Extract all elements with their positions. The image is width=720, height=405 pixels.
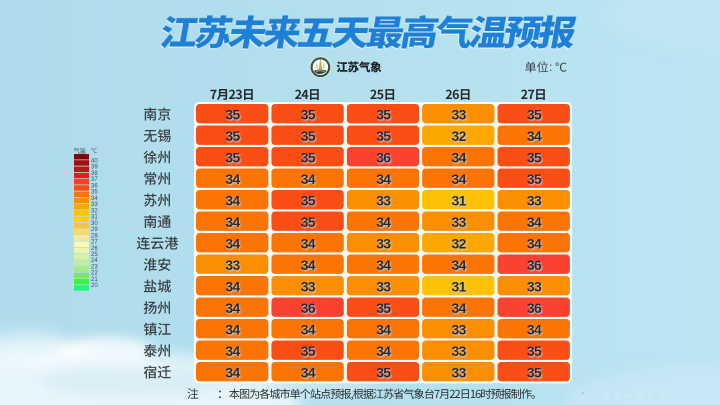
svg-text:35: 35 <box>376 128 391 144</box>
svg-text:32: 32 <box>452 235 467 251</box>
svg-text:35: 35 <box>527 171 542 187</box>
svg-text:34: 34 <box>225 321 240 337</box>
svg-text:34: 34 <box>91 196 98 202</box>
svg-text:34: 34 <box>225 192 240 208</box>
svg-text:35: 35 <box>527 343 542 359</box>
svg-text:32: 32 <box>91 208 98 214</box>
svg-text:29: 29 <box>91 227 98 233</box>
svg-text:33: 33 <box>301 278 316 294</box>
svg-text:33: 33 <box>452 214 467 230</box>
svg-text:35: 35 <box>376 300 391 316</box>
svg-text:22: 22 <box>91 271 98 277</box>
svg-text:35: 35 <box>376 364 391 380</box>
svg-text:30: 30 <box>91 221 98 227</box>
svg-text:33: 33 <box>527 192 542 208</box>
svg-text:34: 34 <box>225 171 240 187</box>
svg-text:31: 31 <box>452 278 467 294</box>
svg-text:26: 26 <box>91 246 98 252</box>
svg-text:34: 34 <box>225 364 240 380</box>
svg-text:34: 34 <box>452 171 467 187</box>
svg-text:34: 34 <box>376 214 391 230</box>
svg-text:40: 40 <box>91 158 98 164</box>
svg-text:34: 34 <box>225 235 240 251</box>
svg-text:34: 34 <box>527 235 542 251</box>
svg-text:33: 33 <box>376 192 391 208</box>
svg-text:34: 34 <box>376 343 391 359</box>
svg-text:34: 34 <box>301 171 316 187</box>
svg-text:35: 35 <box>225 128 240 144</box>
svg-text:21: 21 <box>91 277 98 283</box>
svg-text:34: 34 <box>376 321 391 337</box>
svg-text:36: 36 <box>301 300 316 316</box>
svg-text:34: 34 <box>225 214 240 230</box>
svg-text:33: 33 <box>225 257 240 273</box>
svg-text:33: 33 <box>376 235 391 251</box>
svg-text:28: 28 <box>91 233 98 239</box>
svg-text:36: 36 <box>527 300 542 316</box>
svg-text:33: 33 <box>452 343 467 359</box>
svg-text:39: 39 <box>91 165 98 171</box>
svg-text:34: 34 <box>376 171 391 187</box>
svg-text:37: 37 <box>91 177 98 183</box>
svg-text:38: 38 <box>91 171 98 177</box>
svg-text:25: 25 <box>91 252 98 258</box>
svg-text:35: 35 <box>225 149 240 165</box>
svg-text:34: 34 <box>225 300 240 316</box>
svg-text:33: 33 <box>527 278 542 294</box>
svg-text:31: 31 <box>452 192 467 208</box>
svg-text:33: 33 <box>452 321 467 337</box>
svg-text:35: 35 <box>301 106 316 122</box>
svg-text:24: 24 <box>91 258 98 264</box>
svg-text:35: 35 <box>301 128 316 144</box>
svg-text:36: 36 <box>527 257 542 273</box>
svg-text:36: 36 <box>91 183 98 189</box>
svg-text:34: 34 <box>527 321 542 337</box>
svg-text:35: 35 <box>527 106 542 122</box>
svg-text:35: 35 <box>91 190 98 196</box>
svg-text:34: 34 <box>452 149 467 165</box>
svg-text:33: 33 <box>376 278 391 294</box>
svg-text:34: 34 <box>452 300 467 316</box>
svg-text:35: 35 <box>301 343 316 359</box>
svg-text:34: 34 <box>527 214 542 230</box>
svg-text:34: 34 <box>452 257 467 273</box>
svg-text:34: 34 <box>225 278 240 294</box>
svg-text:35: 35 <box>527 149 542 165</box>
svg-text:33: 33 <box>452 106 467 122</box>
svg-text:34: 34 <box>301 364 316 380</box>
svg-text:36: 36 <box>376 149 391 165</box>
svg-text:35: 35 <box>527 364 542 380</box>
svg-text:35: 35 <box>225 106 240 122</box>
svg-text:33: 33 <box>452 364 467 380</box>
svg-text:32: 32 <box>452 128 467 144</box>
svg-text:35: 35 <box>301 149 316 165</box>
svg-text:31: 31 <box>91 215 98 221</box>
svg-text:27: 27 <box>91 240 98 246</box>
svg-text:20: 20 <box>91 283 98 289</box>
svg-text:34: 34 <box>376 257 391 273</box>
svg-text:33: 33 <box>91 202 98 208</box>
svg-text:35: 35 <box>301 214 316 230</box>
svg-text:34: 34 <box>301 257 316 273</box>
svg-text::: : <box>549 60 552 74</box>
svg-text:34: 34 <box>301 235 316 251</box>
svg-text:23: 23 <box>91 265 98 271</box>
svg-text:34: 34 <box>527 128 542 144</box>
svg-text:35: 35 <box>376 106 391 122</box>
svg-text:34: 34 <box>225 343 240 359</box>
svg-text:35: 35 <box>301 192 316 208</box>
svg-text:34: 34 <box>301 321 316 337</box>
